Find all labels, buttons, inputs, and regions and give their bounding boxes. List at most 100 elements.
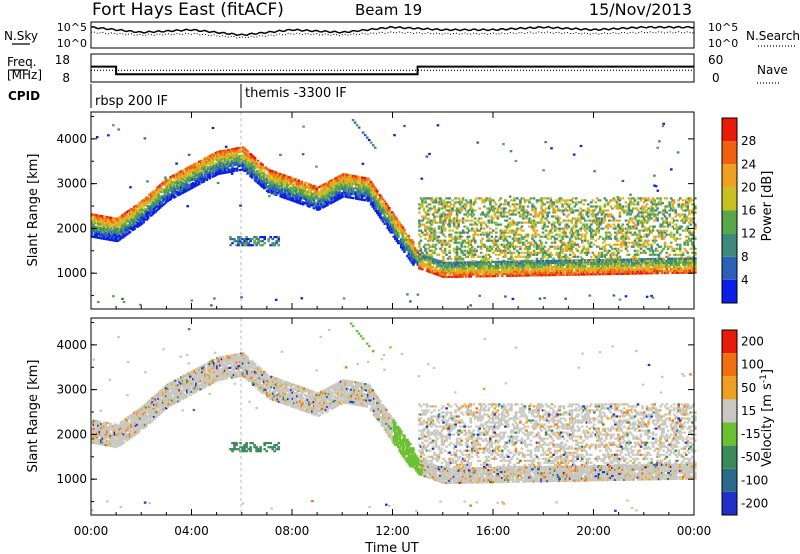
data-cell: [639, 266, 643, 269]
data-cell: [564, 225, 567, 228]
data-cell: [439, 219, 442, 222]
data-cell: [593, 259, 596, 262]
data-cell: [448, 233, 451, 236]
data-cell: [321, 192, 325, 195]
data-cell: [394, 225, 397, 228]
data-cell: [606, 215, 610, 218]
data-cell: [522, 215, 525, 218]
data-cell: [481, 267, 484, 270]
data-cell: [641, 262, 644, 265]
data-cell: [300, 192, 304, 195]
data-cell: [178, 177, 181, 180]
data-cell: [137, 216, 141, 219]
data-cell: [612, 257, 616, 260]
data-cell: [119, 231, 123, 234]
data-cell: [173, 189, 177, 192]
data-cell: [213, 166, 216, 169]
data-cell: [582, 199, 585, 202]
data-cell: [134, 224, 138, 227]
data-cell: [351, 182, 355, 186]
data-cell: [574, 197, 578, 200]
data-cell: [558, 239, 561, 242]
data-cell: [544, 268, 548, 271]
data-cell: [590, 235, 593, 238]
data-cell: [253, 175, 257, 178]
data-cell: [451, 219, 454, 222]
data-cell: [282, 192, 286, 195]
data-cell: [207, 172, 210, 175]
data-cell: [528, 219, 531, 222]
data-cell: [155, 199, 159, 202]
data-cell: [425, 255, 429, 258]
data-cell: [624, 237, 628, 240]
data-cell: [211, 153, 215, 156]
data-cell: [299, 202, 302, 205]
data-cell: [421, 258, 424, 261]
data-cell: [385, 220, 388, 223]
data-cell: [136, 211, 139, 214]
data-cell: [636, 266, 640, 269]
data-cell: [558, 235, 561, 238]
data-cell: [537, 233, 540, 236]
data-cell: [499, 203, 503, 206]
noise-panel: N.Sky 10^5 10^0 10^5 10^0 N.Search: [4, 21, 800, 50]
data-cell: [526, 266, 530, 269]
data-cell: [540, 217, 543, 220]
data-cell: [314, 189, 317, 192]
data-cell: [620, 207, 623, 210]
data-cell: [505, 215, 509, 218]
data-cell: [508, 270, 512, 273]
data-cell: [454, 271, 457, 274]
data-cell: [149, 208, 153, 211]
data-cell: [624, 262, 628, 265]
data-cell: [136, 219, 139, 222]
data-cell: [101, 227, 105, 230]
data-cell: [567, 241, 570, 244]
data-cell: [535, 199, 539, 202]
data-cell: [368, 193, 371, 196]
data-cell: [246, 168, 249, 171]
data-cell: [587, 249, 590, 252]
data-cell: [226, 148, 230, 152]
data-cell: [112, 239, 115, 242]
data-cell: [580, 265, 584, 268]
data-cell: [490, 207, 494, 210]
data-cell: [277, 188, 281, 191]
data-cell: [511, 243, 515, 246]
data-cell: [323, 195, 326, 198]
data-cell: [641, 221, 644, 224]
data-cell: [291, 177, 295, 180]
data-cell: [445, 209, 448, 212]
data-cell: [339, 174, 343, 177]
data-cell: [479, 275, 483, 278]
data-cell: [284, 186, 287, 189]
data-cell: [157, 199, 160, 202]
data-cell: [540, 207, 543, 210]
data-cell: [345, 183, 349, 186]
data-cell: [381, 218, 385, 221]
data-cell: [513, 247, 516, 250]
data-cell: [479, 223, 483, 226]
data-cell: [573, 255, 576, 258]
data-cell: [121, 232, 124, 235]
data-cell: [541, 201, 545, 204]
data-cell: [623, 237, 626, 240]
data-cell: [222, 167, 225, 171]
data-cell: [517, 211, 521, 214]
data-cell: [329, 196, 332, 199]
data-cell: [333, 183, 337, 186]
data-cell: [602, 211, 605, 214]
data-cell: [158, 196, 162, 199]
data-cell: [564, 253, 567, 256]
data-cell: [237, 161, 240, 164]
data-cell: [118, 236, 121, 239]
data-cell: [155, 195, 159, 198]
data-cell: [534, 251, 537, 254]
data-cell: [469, 213, 472, 216]
data-cell: [378, 200, 382, 203]
data-cell: [419, 249, 423, 252]
data-cell: [375, 201, 379, 205]
data-cell: [600, 247, 604, 250]
data-cell: [244, 169, 248, 172]
data-cell: [196, 169, 200, 172]
